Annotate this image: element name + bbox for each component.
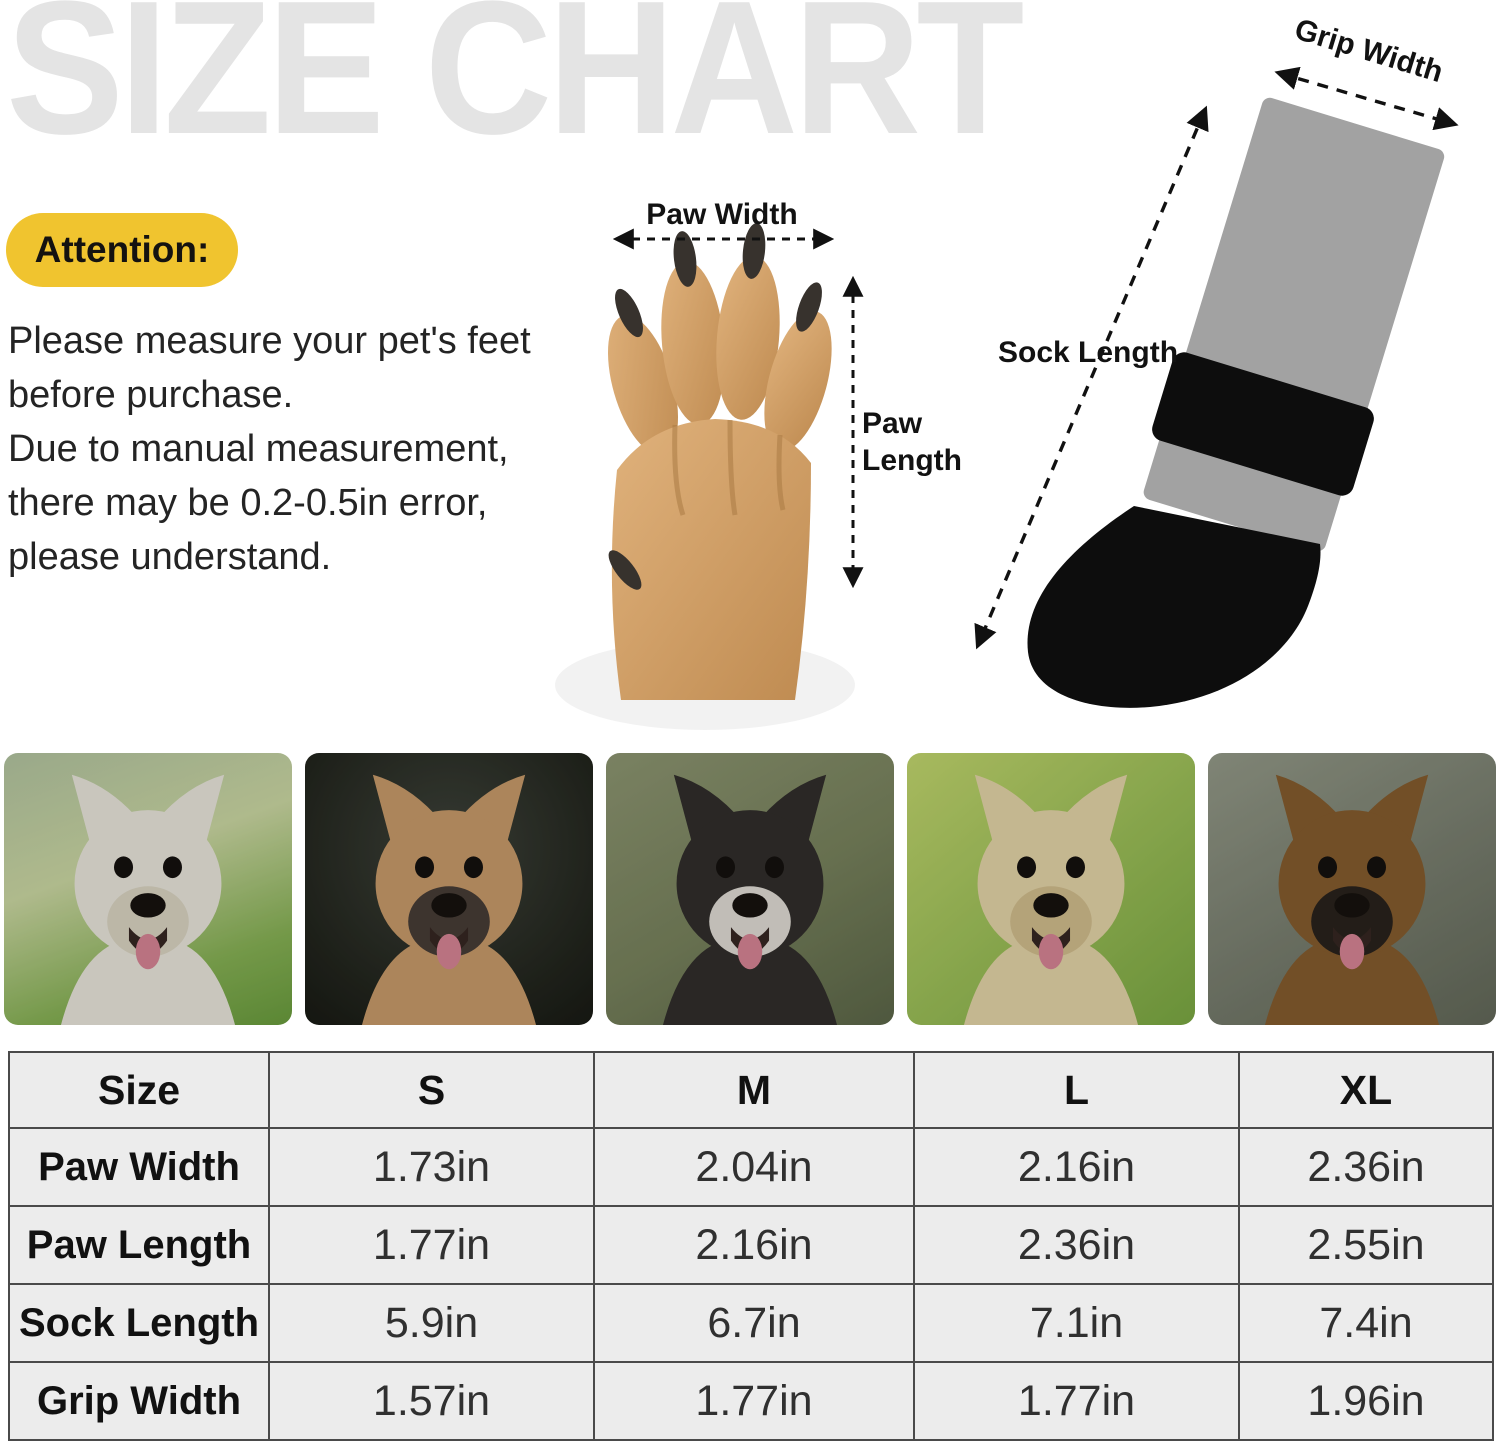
table-cell: 2.55in	[1238, 1205, 1494, 1285]
dog-photo-border-collie	[606, 753, 894, 1025]
table-header-row: Size S M L XL	[8, 1051, 1494, 1129]
table-cell: 1.96in	[1238, 1361, 1494, 1441]
table-row-label: Sock Length	[8, 1283, 270, 1363]
attention-label: Attention:	[34, 229, 210, 270]
attention-text: Please measure your pet's feet before pu…	[8, 320, 531, 578]
sock-measurement-diagram: Grip Width Sock Length	[974, 13, 1459, 708]
table-cell: 5.9in	[268, 1283, 595, 1363]
dog-photo-german-shepherd	[1208, 753, 1496, 1025]
table-cell: 1.77in	[593, 1361, 915, 1441]
table-cell: 1.57in	[268, 1361, 595, 1441]
table-cell: 1.73in	[268, 1127, 595, 1207]
table-cell: 7.4in	[1238, 1283, 1494, 1363]
table-cell: 2.36in	[913, 1205, 1240, 1285]
table-cell: 7.1in	[913, 1283, 1240, 1363]
table-cell: 6.7in	[593, 1283, 915, 1363]
table-cell: 1.77in	[913, 1361, 1240, 1441]
table-header-size: Size	[8, 1051, 270, 1129]
table-cell: 2.16in	[913, 1127, 1240, 1207]
grip-width-label: Grip Width	[1291, 13, 1447, 89]
table-row-label: Paw Width	[8, 1127, 270, 1207]
table-row-grip-width: Grip Width 1.57in 1.77in 1.77in 1.96in	[8, 1361, 1494, 1441]
dog-photo-french-bulldog	[305, 753, 593, 1025]
dog-paw-photo	[555, 223, 855, 730]
attention-badge: Attention:	[6, 213, 238, 287]
table-row-label: Grip Width	[8, 1361, 270, 1441]
size-table: Size S M L XL Paw Width 1.73in 2.04in 2.…	[8, 1051, 1494, 1441]
table-header-xl: XL	[1238, 1051, 1494, 1129]
sock-length-label: Sock Length	[998, 336, 1178, 369]
dog-photo-west-highland-white-terrier	[4, 753, 292, 1025]
table-cell: 1.77in	[268, 1205, 595, 1285]
paw-measurement-diagram: Paw Width Paw Length	[555, 198, 962, 730]
table-row-paw-length: Paw Length 1.77in 2.16in 2.36in 2.55in	[8, 1205, 1494, 1285]
paw-width-label: Paw Width	[646, 198, 797, 231]
dog-photo-labrador-retriever	[907, 753, 1195, 1025]
table-header-s: S	[268, 1051, 595, 1129]
table-cell: 2.36in	[1238, 1127, 1494, 1207]
paw-length-label-line2: Length	[862, 444, 962, 477]
sock-length-arrow	[974, 105, 1209, 650]
table-header-l: L	[913, 1051, 1240, 1129]
table-row-label: Paw Length	[8, 1205, 270, 1285]
table-row-paw-width: Paw Width 1.73in 2.04in 2.16in 2.36in	[8, 1127, 1494, 1207]
sock-foot	[1027, 506, 1321, 708]
page-title: SIZE CHART	[6, 0, 1024, 174]
table-cell: 2.04in	[593, 1127, 915, 1207]
table-cell: 2.16in	[593, 1205, 915, 1285]
table-row-sock-length: Sock Length 5.9in 6.7in 7.1in 7.4in	[8, 1283, 1494, 1363]
paw-length-label: Paw	[862, 407, 923, 440]
table-header-m: M	[593, 1051, 915, 1129]
dog-sock-illustration	[1027, 97, 1445, 708]
grip-width-arrow	[1274, 66, 1459, 131]
dog-photo-strip	[4, 753, 1496, 1025]
